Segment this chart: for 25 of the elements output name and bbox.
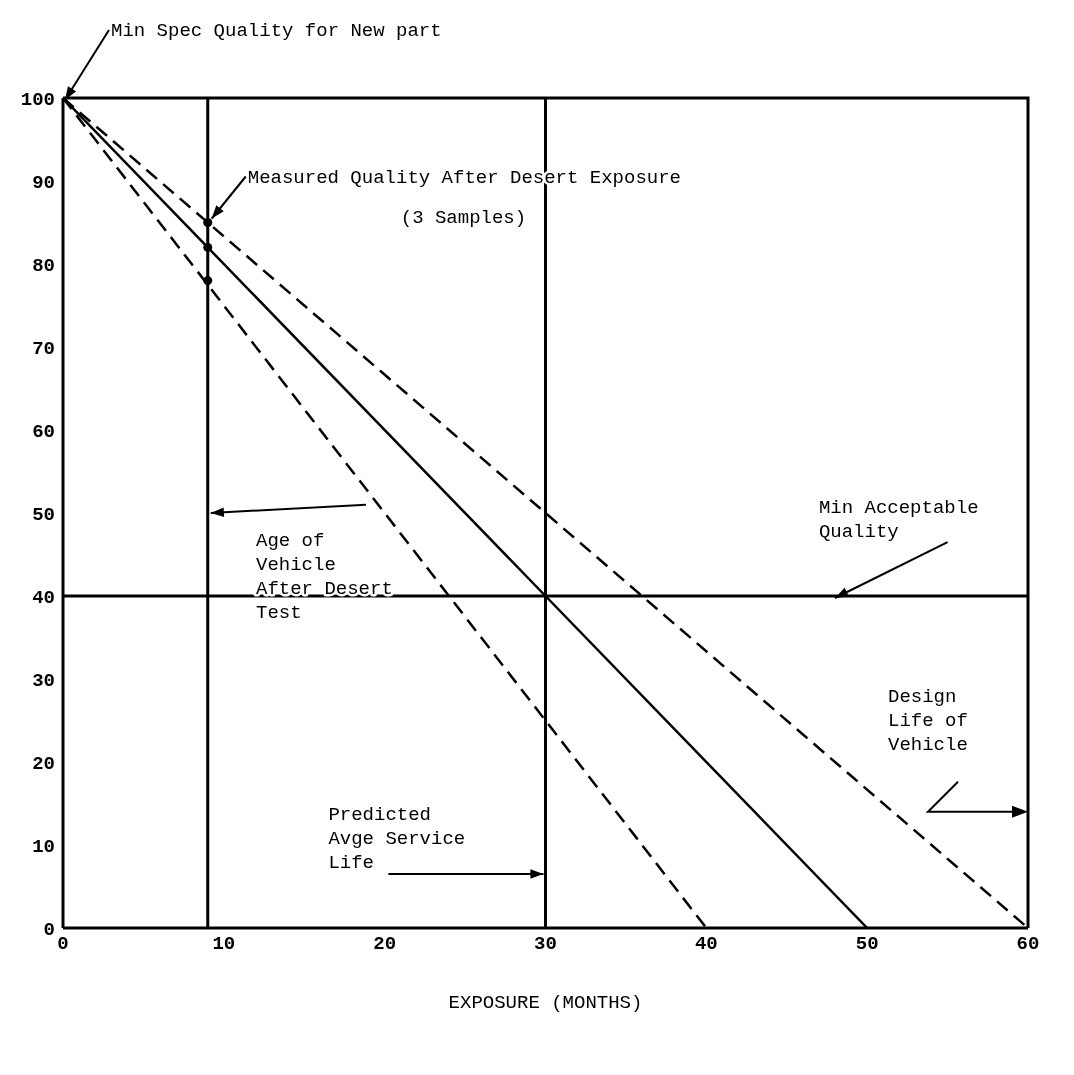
ref-line-label: Age of Vehicle After Desert Test	[256, 530, 393, 625]
x-tick-label: 60	[1016, 933, 1040, 956]
y-tick-label: 0	[43, 918, 55, 941]
y-tick-label: 80	[32, 254, 55, 277]
annotation: (3 Samples)	[400, 206, 527, 229]
y-tick-label: 30	[32, 669, 55, 692]
annotation: Min Spec Quality for New part	[111, 20, 442, 42]
y-tick-label: 20	[32, 752, 55, 775]
y-tick-label: 60	[32, 420, 55, 443]
x-tick-label: 50	[855, 933, 879, 956]
x-tick-label: 20	[373, 933, 397, 956]
annotation: Design Life of Vehicle	[888, 685, 968, 756]
y-tick-label: 10	[32, 835, 55, 858]
ref-line-label: Predicted Avge Service Life	[328, 804, 466, 875]
x-tick-label: 10	[212, 933, 236, 956]
y-tick-label: 70	[32, 337, 55, 360]
x-tick-label: 40	[694, 933, 718, 956]
y-tick-label: 90	[32, 171, 55, 194]
x-tick-label: 30	[534, 933, 557, 956]
y-tick-label: 40	[32, 586, 55, 609]
y-tick-label: 100	[20, 88, 55, 111]
y-tick-label: 50	[32, 503, 55, 526]
ref-line-label: Min Acceptable Quality	[818, 497, 979, 543]
x-tick-label: 0	[57, 933, 69, 956]
x-axis-title: EXPOSURE (MONTHS)	[448, 992, 643, 1014]
